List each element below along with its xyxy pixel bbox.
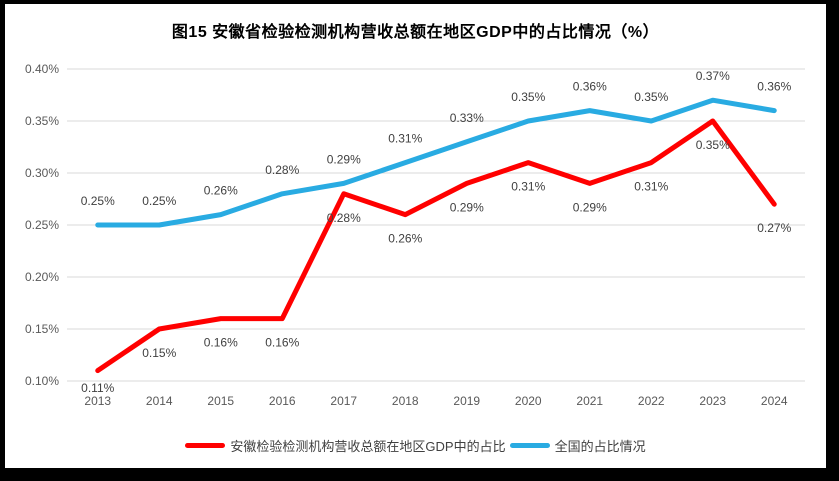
legend-line-blue-icon bbox=[509, 443, 550, 448]
y-axis-tick-label: 0.40% bbox=[25, 62, 59, 76]
data-label: 0.25% bbox=[81, 194, 115, 208]
x-axis-tick-label: 2020 bbox=[515, 394, 542, 408]
chart-title: 图15 安徽省检验检测机构营收总额在地区GDP中的占比情况（%） bbox=[171, 24, 660, 41]
data-label: 0.26% bbox=[388, 232, 422, 246]
data-label: 0.35% bbox=[696, 138, 730, 152]
y-axis-tick-label: 0.25% bbox=[25, 218, 59, 232]
y-axis-tick-label: 0.35% bbox=[25, 114, 59, 128]
data-label: 0.37% bbox=[696, 69, 730, 83]
data-label: 0.36% bbox=[757, 80, 791, 94]
data-label: 0.33% bbox=[450, 111, 484, 125]
data-label: 0.11% bbox=[81, 381, 114, 395]
data-label: 0.26% bbox=[204, 184, 238, 198]
data-label: 0.35% bbox=[634, 90, 668, 104]
series-line-national bbox=[95, 97, 777, 228]
data-label: 0.31% bbox=[388, 132, 422, 146]
x-axis-tick-label: 2021 bbox=[576, 394, 603, 408]
x-axis-tick-label: 2024 bbox=[761, 394, 788, 408]
x-axis-tick-label: 2016 bbox=[269, 394, 296, 408]
y-axis-tick-label: 0.15% bbox=[25, 322, 59, 336]
chart-legend: 安徽检验检测机构营收总额在地区GDP中的占比 全国的占比情况 bbox=[5, 436, 826, 455]
data-label: 0.31% bbox=[634, 180, 668, 194]
x-axis-tick-label: 2023 bbox=[699, 394, 726, 408]
x-axis-tick-label: 2022 bbox=[638, 394, 665, 408]
x-axis-tick-label: 2014 bbox=[146, 394, 173, 408]
legend-item-national: 全国的占比情况 bbox=[509, 436, 646, 455]
data-label: 0.28% bbox=[327, 211, 361, 225]
data-label: 0.29% bbox=[450, 200, 484, 214]
legend-label-national: 全国的占比情况 bbox=[554, 439, 646, 454]
x-axis-tick-label: 2018 bbox=[392, 394, 419, 408]
y-axis-tick-label: 0.10% bbox=[25, 374, 59, 388]
data-label: 0.31% bbox=[511, 180, 545, 194]
legend-label-anhui: 安徽检验检测机构营收总额在地区GDP中的占比 bbox=[230, 439, 506, 454]
data-label: 0.28% bbox=[265, 163, 299, 177]
x-axis-tick-label: 2015 bbox=[207, 394, 234, 408]
data-label: 0.29% bbox=[327, 152, 361, 166]
data-label: 0.16% bbox=[265, 336, 299, 350]
data-label: 0.29% bbox=[573, 200, 607, 214]
x-axis-tick-label: 2017 bbox=[330, 394, 357, 408]
x-axis-tick-label: 2019 bbox=[453, 394, 480, 408]
data-label: 0.15% bbox=[142, 346, 176, 360]
data-label: 0.27% bbox=[757, 221, 791, 235]
legend-item-anhui: 安徽检验检测机构营收总额在地区GDP中的占比 bbox=[185, 436, 506, 455]
x-axis-tick-label: 2013 bbox=[84, 394, 111, 408]
data-label: 0.16% bbox=[204, 336, 238, 350]
y-axis-tick-label: 0.30% bbox=[25, 166, 59, 180]
data-label: 0.25% bbox=[142, 194, 176, 208]
data-label: 0.35% bbox=[511, 90, 545, 104]
series-line-anhui bbox=[95, 118, 777, 374]
line-chart: 0.10% 0.15% 0.20% 0.25% 0.30% 0.35% 0.40% 2013 2… bbox=[25, 62, 805, 408]
legend-line-red-icon bbox=[185, 443, 226, 448]
data-label: 0.36% bbox=[573, 80, 607, 94]
y-axis-tick-label: 0.20% bbox=[25, 270, 59, 284]
